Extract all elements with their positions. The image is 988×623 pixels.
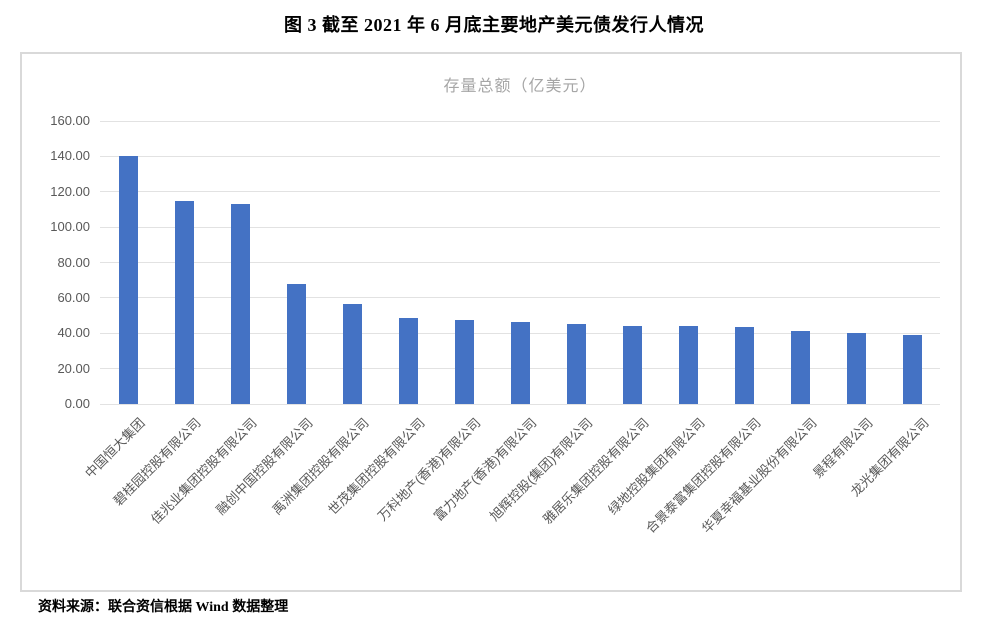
y-tick-label: 120.00	[50, 183, 90, 199]
figure-caption: 图 3 截至 2021 年 6 月底主要地产美元债发行人情况	[284, 15, 704, 35]
bar	[902, 335, 922, 404]
bar	[286, 284, 306, 404]
bar	[454, 319, 474, 404]
bar	[398, 318, 418, 404]
y-gridline	[100, 262, 940, 263]
bar	[230, 203, 250, 404]
y-tick-label: 100.00	[50, 219, 90, 235]
y-tick-label: 0.00	[64, 396, 90, 411]
bar	[118, 156, 138, 404]
chart-title: 存量总额（亿美元）	[443, 78, 597, 95]
y-gridline	[100, 297, 940, 299]
bar	[678, 325, 698, 404]
bar	[566, 324, 586, 404]
y-gridline	[100, 403, 940, 405]
y-tick-label: 140.00	[50, 148, 90, 164]
bar	[734, 327, 754, 404]
y-tick-label: 20.00	[57, 360, 90, 376]
y-gridline	[100, 226, 940, 228]
bar	[622, 325, 642, 404]
bar	[790, 331, 810, 404]
bar	[174, 201, 194, 404]
source-note: 资料来源：联合资信根据 Wind 数据整理	[38, 600, 289, 615]
bar	[342, 303, 362, 404]
bar	[846, 332, 866, 404]
bar	[510, 321, 530, 404]
y-tick-label: 40.00	[57, 325, 90, 341]
y-gridline	[100, 155, 940, 157]
y-tick-label: 60.00	[57, 289, 90, 305]
y-tick-label: 160.00	[50, 113, 90, 128]
y-tick-label: 80.00	[57, 254, 90, 270]
y-gridline	[100, 191, 940, 193]
y-gridline	[100, 120, 940, 122]
